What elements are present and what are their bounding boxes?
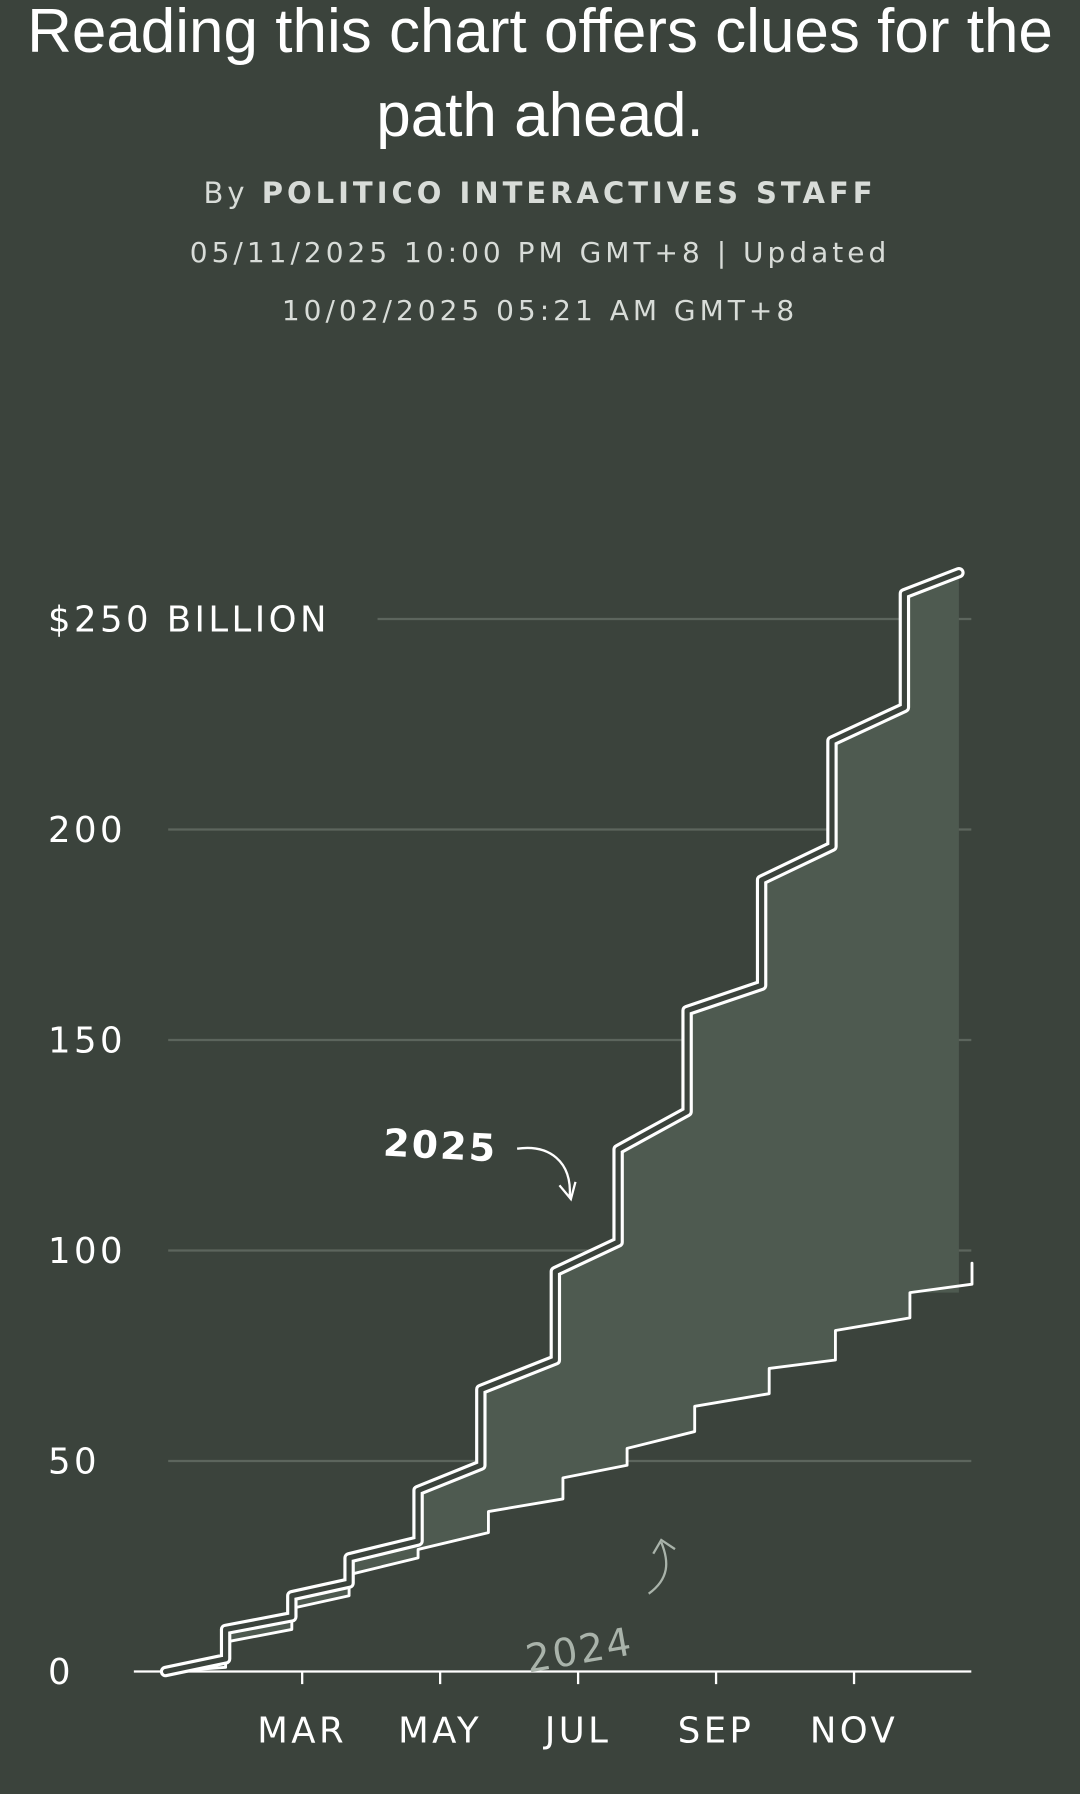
byline: By POLITICO INTERACTIVES STAFF bbox=[0, 176, 1080, 210]
x-tick-label: MAY bbox=[398, 1710, 482, 1751]
x-tick-label: MAR bbox=[257, 1710, 347, 1751]
article-header: Reading this chart offers clues for the … bbox=[0, 0, 1080, 340]
y-tick-label: 50 bbox=[48, 1442, 100, 1483]
series-annotation: 2025 bbox=[382, 1121, 498, 1171]
x-tick-label: NOV bbox=[810, 1710, 898, 1751]
series-annotation: 2024 bbox=[522, 1619, 636, 1682]
y-tick-label: 100 bbox=[48, 1231, 126, 1272]
annotation-arrow bbox=[516, 1146, 577, 1202]
y-tick-label: 200 bbox=[48, 810, 126, 851]
dateline: 05/11/2025 10:00 PM GMT+8 | Updated 10/0… bbox=[189, 236, 891, 327]
byline-prefix: By bbox=[203, 176, 249, 210]
y-tick-label: 150 bbox=[48, 1021, 126, 1062]
gap-area bbox=[165, 572, 959, 1672]
annotation-arrow bbox=[648, 1538, 676, 1595]
x-tick-label: JUL bbox=[543, 1710, 611, 1751]
headline: Reading this chart offers clues for the … bbox=[27, 0, 1053, 150]
y-tick-label: $250 BILLION bbox=[48, 600, 330, 641]
plot: MAR MAY JUL SEP NOV bbox=[159, 566, 974, 1751]
x-tick-label: SEP bbox=[678, 1710, 755, 1751]
y-tick-label: 0 bbox=[48, 1652, 74, 1693]
author[interactable]: POLITICO INTERACTIVES STAFF bbox=[261, 176, 877, 210]
grid: 0 50 100 150 200 $250 BILLION bbox=[48, 600, 972, 1693]
series-line-inner bbox=[163, 570, 962, 1675]
